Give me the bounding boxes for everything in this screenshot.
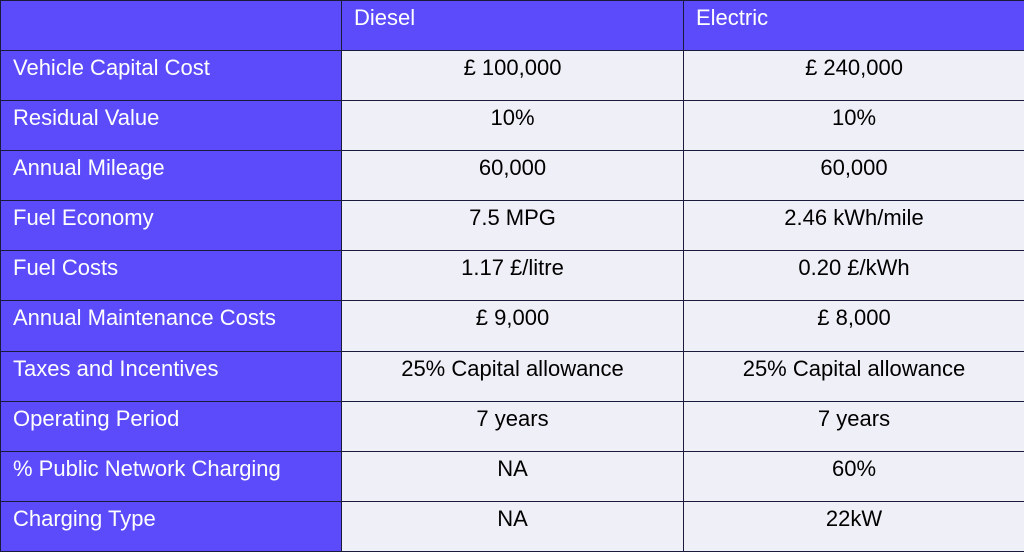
table-row: Taxes and Incentives 25% Capital allowanc…: [0, 350, 1024, 402]
value-cell: 25% Capital allowance: [683, 350, 1024, 402]
header-cell: Electric: [683, 0, 1024, 51]
row-label: Fuel Economy: [0, 200, 342, 252]
value-cell: 25% Capital allowance: [341, 350, 684, 402]
value-cell: £ 9,000: [341, 300, 684, 352]
table-row: Operating Period 7 years 7 years: [0, 400, 1024, 452]
value-cell: 2.46 kWh/mile: [683, 200, 1024, 252]
value-cell: 60,000: [341, 150, 684, 202]
value-cell: NA: [341, 450, 684, 502]
value-cell: 22kW: [683, 500, 1024, 552]
value-cell: 10%: [683, 100, 1024, 152]
value-cell: NA: [341, 500, 684, 552]
table-row: Charging Type NA 22kW: [0, 500, 1024, 552]
header-cell: Diesel: [341, 0, 684, 51]
value-cell: £ 240,000: [683, 49, 1024, 102]
table-row: Residual Value 10% 10%: [0, 100, 1024, 152]
header-row: Diesel Electric: [0, 0, 1024, 51]
header-cell: [0, 0, 342, 51]
value-cell: 60%: [683, 450, 1024, 502]
value-cell: 60,000: [683, 150, 1024, 202]
row-label: Operating Period: [0, 400, 342, 452]
table-row: Annual Mileage 60,000 60,000: [0, 150, 1024, 202]
value-cell: 7 years: [341, 400, 684, 452]
value-cell: £ 100,000: [341, 49, 684, 102]
value-cell: £ 8,000: [683, 300, 1024, 352]
row-label: Residual Value: [0, 100, 342, 152]
value-cell: 1.17 £/litre: [341, 250, 684, 302]
value-cell: 0.20 £/kWh: [683, 250, 1024, 302]
row-label: Annual Maintenance Costs: [0, 300, 342, 352]
value-cell: 10%: [341, 100, 684, 152]
table-row: % Public Network Charging NA 60%: [0, 450, 1024, 502]
row-label: % Public Network Charging: [0, 450, 342, 502]
row-label: Annual Mileage: [0, 150, 342, 202]
table-row: Fuel Costs 1.17 £/litre 0.20 £/kWh: [0, 250, 1024, 302]
value-cell: 7.5 MPG: [341, 200, 684, 252]
row-label: Taxes and Incentives: [0, 350, 342, 402]
value-cell: 7 years: [683, 400, 1024, 452]
row-label: Fuel Costs: [0, 250, 342, 302]
table-row: Fuel Economy 7.5 MPG 2.46 kWh/mile: [0, 200, 1024, 252]
row-label: Vehicle Capital Cost: [0, 49, 342, 102]
row-label: Charging Type: [0, 500, 342, 552]
table-row: Annual Maintenance Costs £ 9,000 £ 8,000: [0, 300, 1024, 352]
table-row: Vehicle Capital Cost £ 100,000 £ 240,000: [0, 49, 1024, 102]
